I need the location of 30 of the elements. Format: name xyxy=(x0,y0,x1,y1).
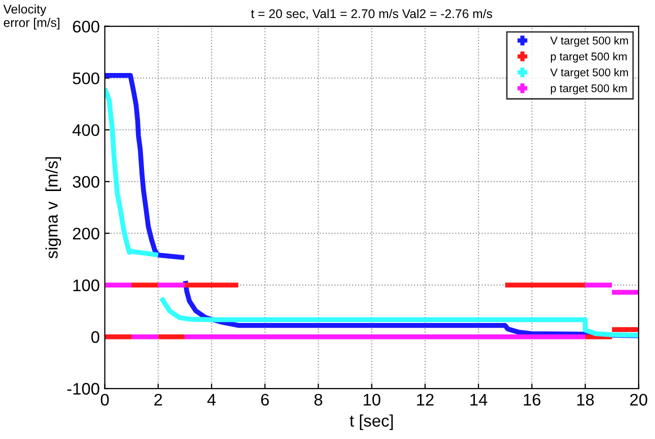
y-tick-label: 400 xyxy=(72,124,100,136)
x-tick-label: 6 xyxy=(261,394,269,406)
y-tick-label: 300 xyxy=(72,176,100,188)
x-tick-label: 0 xyxy=(100,394,109,406)
line-series xyxy=(104,86,161,258)
y-tick-label: -100 xyxy=(67,382,100,395)
y-tick-label: 0 xyxy=(91,331,100,343)
legend-label: p target 500 km xyxy=(550,84,627,94)
y-tick-label: 200 xyxy=(72,228,100,240)
x-tick-label: 4 xyxy=(207,394,216,406)
y-tick-label: 100 xyxy=(73,279,100,292)
legend-label: p target 500 km xyxy=(550,52,627,63)
x-tick-label: 14 xyxy=(470,394,488,406)
legend-label: V target 500 km xyxy=(550,68,628,79)
x-axis-title: t [sec] xyxy=(350,414,393,430)
line-series xyxy=(158,296,639,338)
x-tick-label: 20 xyxy=(630,394,648,406)
x-tick-label: 18 xyxy=(577,394,594,406)
legend-label: V target 500 km xyxy=(550,36,628,47)
text: Velocity error [m/s] xyxy=(3,4,60,30)
y-tick-label: 500 xyxy=(72,72,100,84)
y-tick-label: 600 xyxy=(72,20,100,33)
x-tick-label: 10 xyxy=(364,394,380,406)
x-tick-label: 12 xyxy=(417,394,434,406)
line-series xyxy=(104,73,187,260)
x-tick-label: 16 xyxy=(524,394,540,406)
x-tick-label: 8 xyxy=(314,394,322,406)
chart-title: t = 20 sec, Val1 = 2.70 m/s Val2 = -2.76 m/s xyxy=(251,8,492,20)
y-axis-title: sigma v [m/s] xyxy=(45,157,62,258)
x-tick-label: 2 xyxy=(154,394,162,406)
